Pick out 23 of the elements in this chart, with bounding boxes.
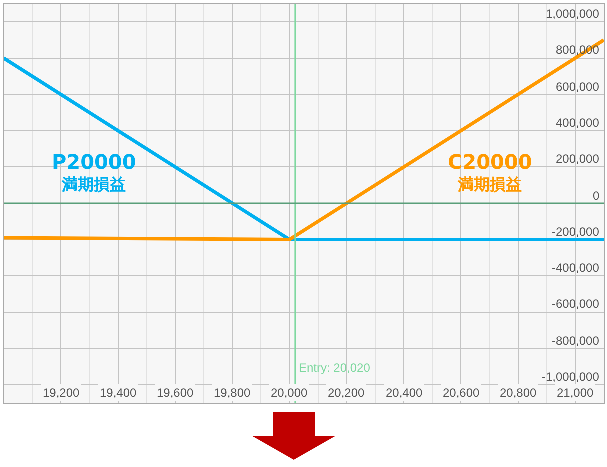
series-label: P20000 満期損益 — [52, 150, 136, 194]
x-tick-label: 20,400 — [386, 386, 424, 400]
x-tick-label: 19,200 — [43, 386, 80, 400]
x-tick-label: 20,800 — [500, 386, 538, 400]
y-tick-label: 600,000 — [556, 80, 600, 94]
x-tick-label: 19,600 — [157, 386, 194, 400]
y-tick-label: 0 — [593, 189, 600, 203]
x-tick-label: 20,200 — [328, 386, 366, 400]
y-tick-label: 400,000 — [556, 116, 600, 130]
series-label: C20000 満期損益 — [448, 150, 532, 194]
x-tick-label: 19,800 — [214, 386, 252, 400]
y-tick-label: -400,000 — [552, 261, 600, 275]
ref-line-label: Entry: 20,020 — [299, 361, 371, 375]
y-tick-label: 200,000 — [556, 152, 600, 166]
y-tick-label: -1,000,000 — [542, 370, 600, 384]
x-tick-label: 19,400 — [100, 386, 138, 400]
x-tick-label: 21,000 — [557, 386, 594, 400]
y-tick-label: 1,000,000 — [546, 7, 600, 21]
x-tick-label: 20,000 — [271, 386, 308, 400]
y-tick-label: -600,000 — [552, 297, 600, 311]
y-tick-label: -200,000 — [552, 225, 600, 239]
y-tick-label: -800,000 — [552, 334, 600, 348]
x-tick-label: 20,600 — [443, 386, 480, 400]
